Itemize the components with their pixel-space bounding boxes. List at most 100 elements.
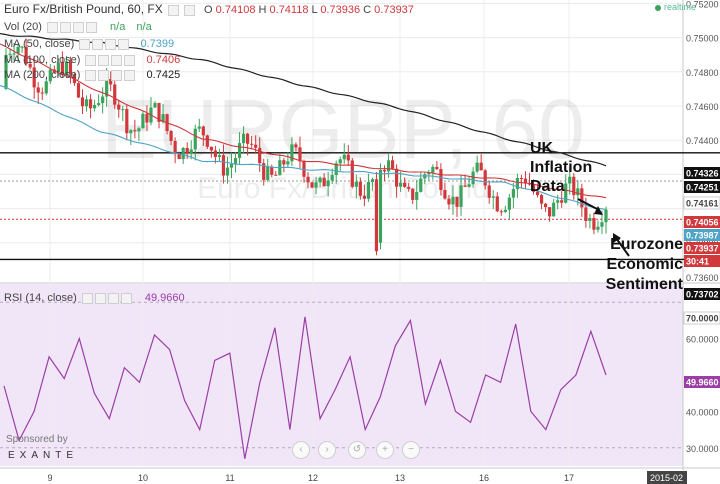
candle-body — [298, 147, 302, 162]
price-tick-label: 0.74400 — [686, 136, 719, 146]
indicator-remove-icon[interactable] — [111, 54, 123, 66]
candle-body — [213, 150, 217, 157]
indicator-hide-icon[interactable] — [98, 54, 110, 66]
scroll-right-button[interactable]: › — [318, 441, 336, 459]
candle-body — [467, 184, 471, 187]
reset-view-button[interactable]: ↺ — [348, 441, 366, 459]
indicator-hide-icon[interactable] — [98, 69, 110, 81]
zoom-out-button[interactable]: − — [402, 441, 420, 459]
indicator-more-icon[interactable] — [120, 292, 132, 304]
indicator-settings-icon[interactable] — [81, 292, 93, 304]
indicator-ma50[interactable]: MA (50, close) 0.7399 — [4, 38, 174, 50]
candle-body — [113, 84, 117, 105]
indicator-remove-icon[interactable] — [72, 21, 84, 33]
candle-body — [246, 133, 250, 144]
time-tick-label: 13 — [395, 473, 405, 483]
indicator-ma200[interactable]: MA (200, close) 0.7425 — [4, 69, 180, 81]
price-badge-label: 0.74056 — [686, 218, 719, 228]
candle-body — [109, 79, 113, 85]
price-badge-label: 0.74326 — [686, 169, 719, 179]
indicator-more-icon[interactable] — [85, 21, 97, 33]
candle-body — [48, 69, 52, 82]
rsi-label: RSI (14, close) — [4, 292, 77, 304]
candle-body — [310, 182, 314, 188]
candle-body — [105, 79, 109, 97]
candle-body — [60, 62, 64, 76]
price-badge — [684, 167, 720, 179]
candle-body — [503, 209, 507, 212]
candle-body — [427, 172, 431, 175]
candle-body — [548, 207, 552, 217]
indicator-settings-icon[interactable] — [79, 38, 91, 50]
candle-body — [36, 87, 40, 93]
candle-body — [241, 133, 246, 144]
candle-body — [137, 128, 141, 132]
candle-body — [282, 160, 286, 165]
annotation-eurozone: Eurozone Economic Sentiment — [606, 236, 684, 293]
ohlc-high-key: H — [258, 4, 267, 16]
indicator-ma100-value: 0.7406 — [146, 54, 181, 66]
candle-body — [254, 144, 258, 148]
candle-body — [141, 113, 145, 129]
candle-body — [117, 104, 121, 110]
candle-body — [523, 178, 528, 184]
indicator-more-icon[interactable] — [124, 54, 136, 66]
candle-body — [318, 177, 322, 183]
candle-body — [8, 53, 12, 55]
candle-body — [76, 83, 81, 98]
candle-body — [495, 196, 499, 212]
sponsor-brand[interactable]: EXANTE — [8, 450, 79, 461]
indicator-settings-icon[interactable] — [85, 69, 97, 81]
price-badge — [683, 196, 720, 210]
indicator-remove-icon[interactable] — [107, 292, 119, 304]
price-badge — [684, 229, 720, 241]
indicator-vol-label: Vol (20) — [4, 21, 42, 33]
symbol-title: Euro Fx/British Pound, 60, FX — [4, 2, 163, 16]
indicator-vol-value2: n/a — [136, 21, 152, 33]
candle-body — [511, 189, 515, 198]
indicator-more-icon[interactable] — [124, 69, 136, 81]
candle-body — [330, 174, 334, 181]
candle-body — [177, 153, 181, 160]
candle-body — [306, 176, 310, 183]
candle-body — [386, 160, 391, 172]
ohlc-low-key: L — [311, 4, 318, 16]
candle-body — [378, 170, 383, 243]
rsi-legend[interactable]: RSI (14, close) 49.9660 — [4, 292, 185, 304]
settings-icon[interactable] — [167, 4, 179, 16]
price-tick-label: 0.75200 — [686, 0, 719, 9]
candle-body — [471, 171, 475, 185]
time-tick-label: 12 — [308, 473, 318, 483]
candle-body — [302, 161, 306, 177]
indicator-hide-icon[interactable] — [59, 21, 71, 33]
candle-body — [274, 174, 278, 176]
zoom-in-button[interactable]: + — [376, 441, 394, 459]
candle-body — [346, 154, 350, 161]
candle-body — [455, 196, 459, 207]
indicator-more-icon[interactable] — [118, 38, 130, 50]
indicator-ma100[interactable]: MA (100, close) 0.7406 — [4, 54, 180, 66]
candle-body — [342, 154, 346, 160]
indicator-vol[interactable]: Vol (20) n/a n/a — [4, 21, 152, 33]
indicator-hide-icon[interactable] — [94, 292, 106, 304]
watermark-symbol: EURGBP, 60 — [101, 82, 585, 176]
indicator-remove-icon[interactable] — [105, 38, 117, 50]
candle-body — [560, 200, 564, 203]
candle-body — [564, 183, 568, 203]
hide-icon[interactable] — [183, 4, 195, 16]
indicator-settings-icon[interactable] — [46, 21, 58, 33]
indicator-hide-icon[interactable] — [92, 38, 104, 50]
candle-body — [451, 196, 455, 205]
candle-body — [133, 130, 137, 132]
annotation-arrowhead-eurozone — [613, 233, 621, 243]
price-tick-label: 0.74600 — [686, 102, 719, 112]
indicator-remove-icon[interactable] — [111, 69, 123, 81]
indicator-settings-icon[interactable] — [85, 54, 97, 66]
candle-body — [92, 105, 97, 109]
scroll-left-button[interactable]: ‹ — [292, 441, 310, 459]
candle-body — [157, 103, 161, 122]
candle-body — [258, 147, 262, 164]
rsi-line — [3, 316, 607, 459]
